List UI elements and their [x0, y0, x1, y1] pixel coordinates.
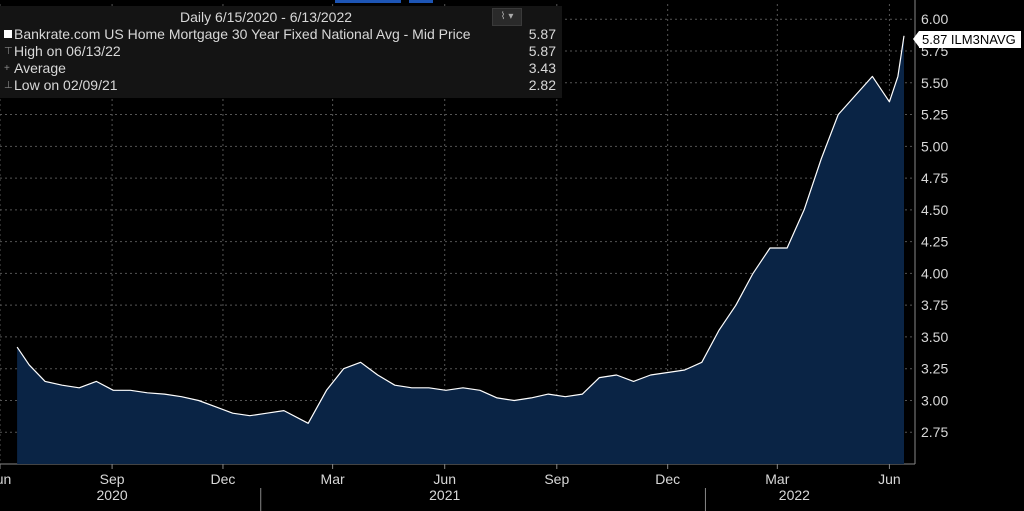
y-tick-label: 3.00 [921, 392, 948, 408]
date-range: Daily 6/15/2020 - 6/13/2022 [180, 9, 353, 25]
x-tick-label: Jun [878, 471, 901, 487]
y-tick-label: 3.75 [921, 297, 948, 313]
series-area [17, 35, 905, 465]
y-tick-label: 3.25 [921, 361, 948, 377]
y-tick-label: 5.25 [921, 107, 948, 123]
y-tick-label: 2.75 [921, 424, 948, 440]
y-tick-label: 4.00 [921, 265, 948, 281]
series-line [16, 35, 905, 424]
high-label: High on 06/13/22 [14, 43, 121, 59]
average-value: 3.43 [528, 60, 556, 76]
y-tick-label: 5.50 [921, 75, 948, 91]
x-tick-label: Sep [544, 471, 569, 487]
x-tick-label: Jun [0, 471, 11, 487]
series-value: 5.87 [528, 26, 556, 42]
high-marker-icon: ⊤ [4, 46, 13, 57]
year-label: 2021 [429, 487, 460, 503]
x-tick-label: Dec [655, 471, 680, 487]
low-marker-icon: ⊥ [4, 80, 13, 91]
average-label: Average [14, 60, 66, 76]
legend-high-row: ⊤ High on 06/13/22 5.87 [4, 43, 556, 60]
legend-series-row[interactable]: Bankrate.com US Home Mortgage 30 Year Fi… [4, 26, 556, 43]
y-tick-label: 4.50 [921, 202, 948, 218]
x-tick-label: Dec [211, 471, 236, 487]
series-swatch [4, 30, 12, 38]
series-label: Bankrate.com US Home Mortgage 30 Year Fi… [14, 26, 471, 42]
x-tick-label: Mar [321, 471, 345, 487]
y-tick-label: 5.00 [921, 138, 948, 154]
legend-low-row: ⊥ Low on 02/09/21 2.82 [4, 77, 556, 94]
chart-type-icon[interactable]: ⌇ ▾ [492, 8, 522, 26]
y-tick-label: 4.75 [921, 170, 948, 186]
y-tick-label: 4.25 [921, 234, 948, 250]
low-label: Low on 02/09/21 [14, 77, 118, 93]
top-tab-indicator[interactable] [335, 0, 401, 3]
average-marker-icon: + [4, 63, 10, 74]
last-value-badge: 5.87 ILM3NAVG [913, 31, 1021, 48]
y-tick-label: 3.50 [921, 329, 948, 345]
top-tab-indicator-2[interactable] [409, 0, 433, 3]
x-tick-label: Jun [433, 471, 456, 487]
legend-panel: Daily 6/15/2020 - 6/13/2022 ⌇ ▾ Bankrate… [0, 6, 562, 98]
year-label: 2022 [779, 487, 810, 503]
high-value: 5.87 [528, 43, 556, 59]
year-label: 2020 [97, 487, 128, 503]
y-tick-label: 6.00 [921, 11, 948, 27]
x-tick-label: Sep [100, 471, 125, 487]
low-value: 2.82 [528, 77, 556, 93]
x-tick-label: Mar [765, 471, 789, 487]
legend-average-row: + Average 3.43 [4, 60, 556, 77]
